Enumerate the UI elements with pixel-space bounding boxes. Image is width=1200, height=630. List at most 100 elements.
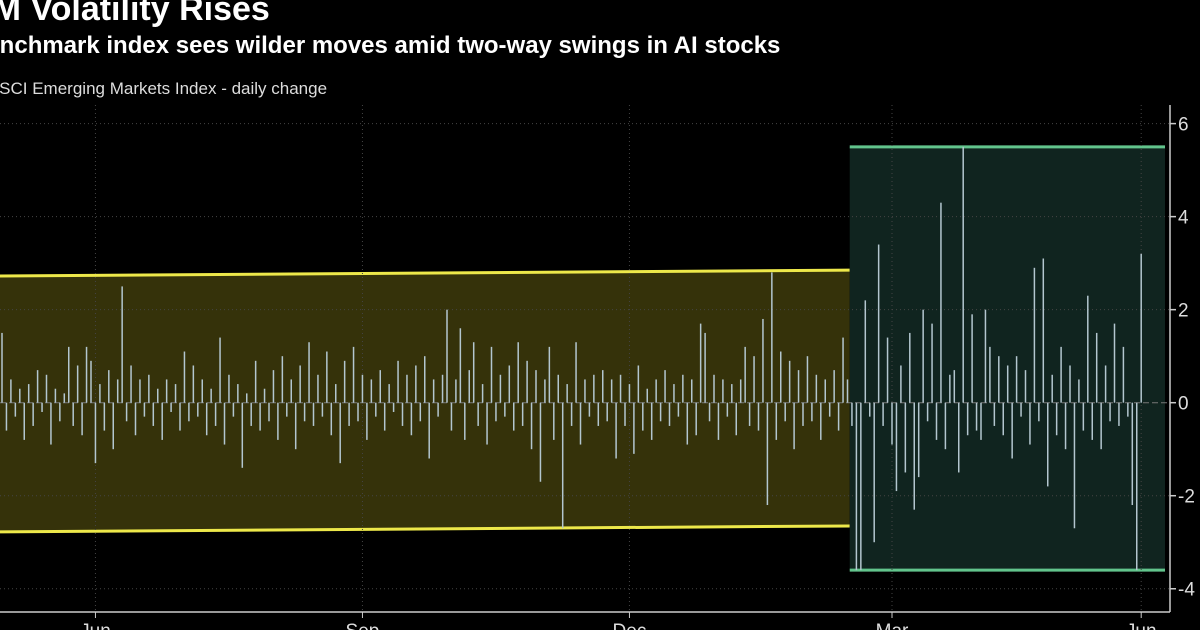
bar — [797, 370, 800, 403]
bar — [659, 402, 662, 422]
bar — [432, 379, 435, 403]
bar — [103, 402, 106, 431]
bar — [713, 374, 715, 403]
bar — [984, 309, 987, 403]
bar — [428, 402, 430, 459]
bar — [895, 402, 898, 492]
bar — [1047, 402, 1049, 487]
bar — [775, 402, 778, 440]
bar — [508, 365, 511, 403]
bar — [615, 402, 617, 459]
bar — [535, 370, 537, 403]
bar — [1006, 365, 1009, 403]
bar — [731, 384, 733, 403]
bar — [1064, 402, 1067, 450]
bar — [281, 356, 284, 403]
bar — [223, 402, 226, 445]
y-tick-label: 0 — [1178, 394, 1189, 415]
bar — [348, 402, 350, 426]
bar — [1078, 379, 1080, 403]
bar — [958, 402, 960, 473]
bar — [468, 370, 470, 403]
y-tick-label: 2 — [1178, 301, 1189, 322]
bar — [855, 402, 858, 571]
bar — [1038, 402, 1040, 422]
bar — [610, 379, 613, 403]
bar — [766, 402, 769, 506]
bar — [602, 370, 604, 403]
bar — [268, 402, 270, 422]
bar — [94, 402, 97, 464]
bar — [1136, 402, 1138, 571]
bar — [1033, 267, 1036, 403]
bar — [10, 379, 12, 403]
bar — [219, 337, 221, 403]
bar — [392, 402, 395, 412]
bar — [1015, 356, 1018, 403]
bar — [321, 402, 324, 417]
bar — [165, 379, 168, 403]
bar — [873, 402, 875, 543]
bar — [802, 402, 804, 426]
bar — [1060, 346, 1062, 403]
bar — [459, 328, 462, 403]
bar — [1131, 402, 1134, 506]
x-tick-label: Jun — [80, 621, 111, 630]
bar — [606, 402, 608, 422]
bar — [1100, 402, 1102, 450]
bar — [90, 360, 92, 403]
bar — [1020, 402, 1022, 417]
bar — [214, 402, 217, 426]
bar — [619, 374, 622, 403]
bar — [464, 402, 466, 440]
bar — [241, 402, 244, 468]
bar — [32, 402, 34, 426]
y-tick-label: -2 — [1178, 487, 1195, 508]
bar — [1073, 402, 1076, 529]
bar — [517, 342, 519, 403]
bar — [1109, 402, 1111, 422]
bar — [183, 351, 186, 403]
bar — [664, 370, 666, 403]
bar — [472, 342, 475, 403]
bar — [708, 402, 711, 422]
bar — [971, 314, 973, 403]
bar — [161, 402, 163, 440]
bar — [882, 402, 884, 426]
bar — [152, 402, 155, 426]
bar — [637, 365, 640, 403]
bar — [36, 370, 39, 403]
bar — [726, 402, 729, 417]
bar — [121, 286, 123, 403]
bar — [486, 402, 488, 445]
bar — [842, 337, 844, 403]
bar — [788, 360, 791, 403]
bar — [250, 402, 252, 426]
bar — [962, 146, 964, 403]
bar — [548, 346, 551, 403]
bar — [575, 342, 577, 403]
bar — [633, 402, 635, 454]
bar — [989, 346, 991, 403]
bar — [272, 370, 275, 403]
bar — [584, 379, 586, 403]
bar — [811, 402, 813, 422]
bar — [375, 402, 377, 417]
bar — [237, 384, 239, 403]
bar — [860, 402, 862, 571]
bar — [544, 379, 546, 403]
bar — [1118, 402, 1120, 426]
bar — [290, 379, 292, 403]
bar — [650, 402, 653, 440]
bar — [139, 379, 141, 403]
bar — [784, 402, 786, 422]
bar — [553, 402, 555, 440]
bar — [1029, 402, 1031, 445]
bar — [232, 402, 235, 417]
bar — [557, 374, 559, 403]
bar — [1095, 332, 1098, 403]
bar — [864, 300, 867, 403]
bar — [388, 384, 390, 403]
bar — [526, 360, 528, 403]
bar — [54, 388, 57, 403]
